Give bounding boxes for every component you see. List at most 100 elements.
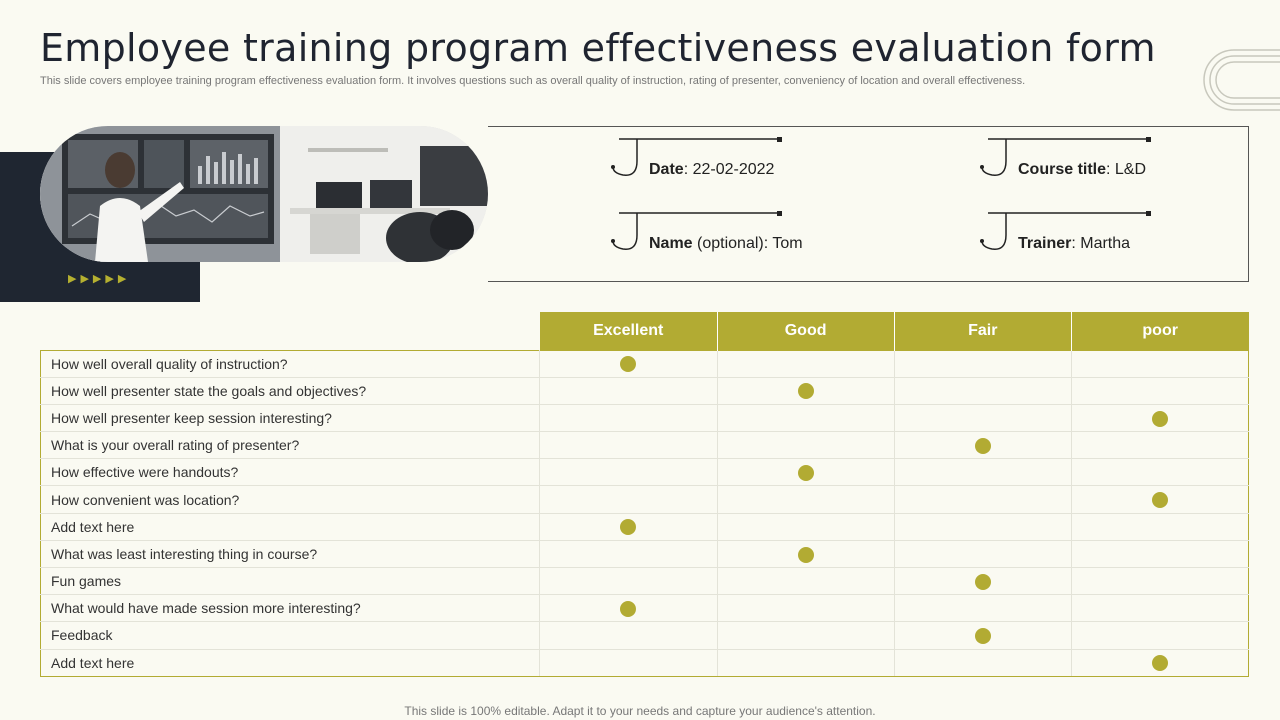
selected-rating-dot-icon [974,573,991,590]
column-header-good: Good [717,312,895,350]
table-row: Fun games [39,566,1250,596]
rating-cell-good[interactable] [716,621,895,650]
connector-line-icon [980,211,1151,250]
arrow-decoration-icon: ▶▶▶▶▶ [68,273,131,285]
selected-rating-dot-icon [1151,492,1168,509]
rating-cell-excellent[interactable] [539,648,718,677]
training-photo [40,126,488,262]
date-label: Date [649,161,684,178]
rating-cell-excellent[interactable] [539,458,718,487]
rating-cell-poor[interactable] [1070,621,1250,650]
rating-cell-good[interactable] [716,431,895,460]
rating-cell-poor[interactable] [1070,376,1250,405]
rating-cell-excellent[interactable] [539,431,718,460]
rating-cell-fair[interactable] [893,566,1072,596]
question-cell: What would have made session more intere… [39,594,541,623]
name-value: : Tom [763,235,803,252]
rating-cell-poor[interactable] [1070,648,1250,677]
rating-cell-fair[interactable] [893,458,1072,487]
rating-cell-good[interactable] [716,403,895,433]
table-row: How well overall quality of instruction? [39,349,1250,378]
name-label: Name [649,235,693,252]
rating-cell-fair[interactable] [893,403,1072,433]
table-row: How well presenter state the goals and o… [39,376,1250,405]
rating-cell-fair[interactable] [893,621,1072,650]
selected-rating-dot-icon [1151,655,1168,672]
selected-rating-dot-icon [620,356,637,373]
table-header-row: Excellent Good Fair poor [41,312,1249,350]
rating-cell-excellent[interactable] [539,539,718,569]
rating-cell-fair[interactable] [893,512,1072,541]
rating-cell-excellent[interactable] [539,485,718,514]
rating-cell-good[interactable] [716,648,895,677]
rating-cell-fair[interactable] [893,376,1072,405]
column-header-poor: poor [1071,312,1249,350]
table-row: Add text here [39,512,1250,541]
page-title: Employee training program effectiveness … [40,26,1156,70]
rating-cell-good[interactable] [716,485,895,514]
date-value: : 22-02-2022 [683,161,775,178]
column-header-excellent: Excellent [539,312,718,350]
name-optional: (optional) [692,235,764,252]
name-field: Name (optional): Tom [611,211,803,253]
rating-cell-excellent[interactable] [539,621,718,650]
selected-rating-dot-icon [620,600,637,617]
rating-cell-good[interactable] [716,376,895,405]
rating-cell-good[interactable] [716,458,895,487]
table-row: How well presenter keep session interest… [39,403,1250,433]
page-subtitle: This slide covers employee training prog… [40,75,1026,87]
table-row: How effective were handouts? [39,458,1250,487]
question-cell: How well presenter keep session interest… [39,403,541,433]
connector-line-icon [611,137,782,176]
rating-cell-excellent[interactable] [539,376,718,405]
decorative-rings [1203,49,1280,111]
evaluation-table: Excellent Good Fair poor How well overal… [39,312,1250,677]
rating-cell-excellent[interactable] [539,594,718,623]
course-title-field: Course title: L&D [980,137,1151,179]
rating-cell-poor[interactable] [1070,566,1250,596]
rating-cell-fair[interactable] [893,648,1072,677]
rating-cell-poor[interactable] [1070,458,1250,487]
selected-rating-dot-icon [974,628,991,645]
rating-cell-poor[interactable] [1070,349,1250,378]
rating-cell-excellent[interactable] [539,403,718,433]
course-info-panel [488,126,1249,282]
question-cell: What was least interesting thing in cour… [39,539,541,569]
selected-rating-dot-icon [797,546,814,563]
footer-note: This slide is 100% editable. Adapt it to… [404,704,876,718]
rating-cell-poor[interactable] [1070,431,1250,460]
rating-cell-good[interactable] [716,349,895,378]
rating-cell-poor[interactable] [1070,512,1250,541]
rating-cell-good[interactable] [716,539,895,569]
rating-cell-good[interactable] [716,594,895,623]
table-row: What is your overall rating of presenter… [39,431,1250,460]
rating-cell-excellent[interactable] [539,566,718,596]
table-row: What was least interesting thing in cour… [39,539,1250,569]
rating-cell-fair[interactable] [893,349,1072,378]
question-cell: Feedback [39,621,541,650]
table-header-blank [41,312,540,350]
rating-cell-fair[interactable] [893,594,1072,623]
table-row: Feedback [39,621,1250,650]
question-cell: How well presenter state the goals and o… [39,376,541,405]
rating-cell-poor[interactable] [1070,594,1250,623]
rating-cell-good[interactable] [716,512,895,541]
rating-cell-fair[interactable] [893,539,1072,569]
date-field: Date: 22-02-2022 [611,137,782,179]
rating-cell-fair[interactable] [893,485,1072,514]
question-cell: How convenient was location? [39,485,541,514]
rating-cell-fair[interactable] [893,431,1072,460]
rating-cell-poor[interactable] [1070,539,1250,569]
question-cell: Add text here [39,648,541,677]
column-header-fair: Fair [894,312,1072,350]
trainer-value: : Martha [1071,235,1131,252]
rating-cell-poor[interactable] [1070,403,1250,433]
table-row: Add text here [39,648,1250,677]
rating-cell-good[interactable] [716,566,895,596]
trainer-field: Trainer: Martha [980,211,1151,253]
rating-cell-excellent[interactable] [539,512,718,541]
question-cell: What is your overall rating of presenter… [39,431,541,460]
rating-cell-excellent[interactable] [539,349,718,378]
table-row: How convenient was location? [39,485,1250,514]
rating-cell-poor[interactable] [1070,485,1250,514]
